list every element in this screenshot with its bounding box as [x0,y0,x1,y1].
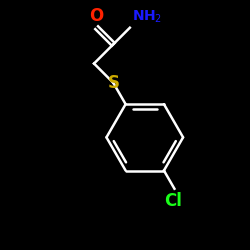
Text: NH$_2$: NH$_2$ [132,9,162,25]
Text: S: S [107,74,119,92]
Text: Cl: Cl [164,192,182,210]
Text: O: O [90,7,104,25]
